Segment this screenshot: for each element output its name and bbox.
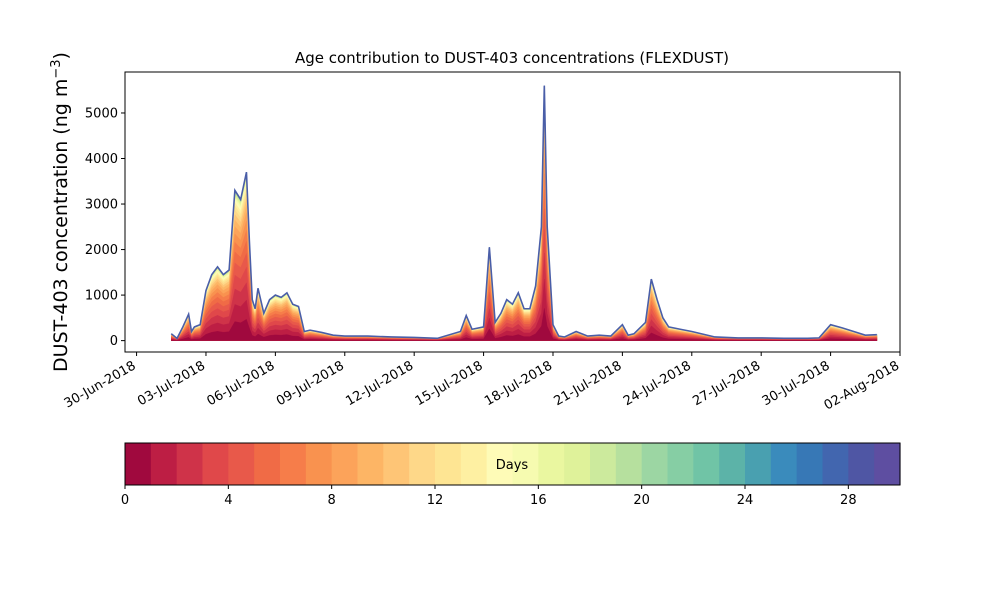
colorbar-cell — [486, 443, 514, 485]
colorbar-cell — [745, 443, 772, 485]
x-tick-label: 03-Jul-2018 — [135, 358, 208, 409]
x-tick-label: 18-Jul-2018 — [482, 358, 555, 409]
colorbar-cell — [460, 443, 488, 485]
y-axis-label-close: ) — [50, 52, 72, 59]
colorbar-cell — [693, 443, 720, 485]
stacked-age-areas — [171, 85, 878, 341]
x-tick-label: 06-Jul-2018 — [205, 358, 278, 409]
colorbar-cell — [590, 443, 617, 485]
colorbar-tick-label: 12 — [427, 493, 444, 508]
colorbar-cell — [254, 443, 281, 485]
colorbar-cell — [564, 443, 591, 485]
x-axis: 30-Jun-201803-Jul-201806-Jul-201809-Jul-… — [62, 352, 902, 414]
y-tick-label: 0 — [110, 334, 118, 349]
colorbar-cell — [874, 443, 901, 485]
y-axis: 0 1000 2000 3000 4000 5000 — [85, 106, 125, 349]
colorbar-cell — [822, 443, 849, 485]
x-tick-label: 15-Jul-2018 — [413, 358, 486, 409]
y-tick-label: 1000 — [85, 289, 118, 304]
y-tick-label: 4000 — [85, 152, 118, 167]
colorbar-tick-label: 0 — [121, 493, 129, 508]
x-tick-label: 27-Jul-2018 — [690, 358, 763, 409]
colorbar-tick-label: 4 — [224, 493, 232, 508]
y-axis-label-text: DUST-403 concentration (ng m — [50, 79, 72, 372]
colorbar-frame — [124, 442, 901, 486]
colorbar: Days 0 4 8 12 16 20 24 28 — [121, 442, 901, 508]
y-axis-label-exponent: −3 — [49, 59, 64, 78]
colorbar-cell — [848, 443, 875, 485]
y-axis-label: DUST-403 concentration (ng m−3) — [49, 52, 73, 372]
colorbar-ticks: 0 4 8 12 16 20 24 28 — [121, 485, 857, 508]
colorbar-tick-label: 16 — [530, 493, 547, 508]
x-tick-label: 21-Jul-2018 — [552, 358, 625, 409]
total-concentration-line — [170, 85, 877, 340]
colorbar-tick-label: 28 — [840, 493, 857, 508]
age-band-0-1-days — [171, 308, 878, 341]
colorbar-tick-label: 8 — [328, 493, 336, 508]
colorbar-cell — [538, 443, 565, 485]
y-tick-label: 3000 — [85, 198, 118, 213]
colorbar-cell — [357, 443, 384, 485]
colorbar-cell — [409, 443, 436, 485]
x-tick-label: 09-Jul-2018 — [274, 358, 347, 409]
colorbar-cell — [435, 443, 462, 485]
plot-frame — [124, 71, 901, 353]
colorbar-cell — [719, 443, 746, 485]
colorbar-cell — [615, 443, 643, 485]
colorbar-cell — [667, 443, 694, 485]
x-tick-label: 30-Jun-2018 — [62, 358, 139, 411]
y-tick-label: 5000 — [85, 106, 118, 121]
colorbar-cell — [796, 443, 824, 485]
colorbar-cell — [331, 443, 359, 485]
colorbar-cell — [770, 443, 798, 485]
colorbar-cell — [150, 443, 178, 485]
chart-title: Age contribution to DUST-403 concentrati… — [295, 49, 729, 67]
colorbar-cell — [641, 443, 669, 485]
colorbar-cell — [228, 443, 255, 485]
colorbar-tick-label: 20 — [633, 493, 650, 508]
x-tick-label: 02-Aug-2018 — [822, 358, 902, 413]
colorbar-cell — [176, 443, 204, 485]
x-tick-label: 24-Jul-2018 — [621, 358, 694, 409]
colorbar-tick-label: 24 — [737, 493, 754, 508]
colorbar-cell — [383, 443, 410, 485]
colorbar-cell — [280, 443, 307, 485]
plot-area — [124, 71, 901, 353]
colorbar-cell — [125, 443, 152, 485]
colorbar-cell — [512, 443, 539, 485]
colorbar-cell — [305, 443, 333, 485]
y-tick-label: 2000 — [85, 243, 118, 258]
colorbar-label: Days — [496, 458, 529, 473]
colorbar-cells — [125, 443, 901, 485]
x-tick-label: 12-Jul-2018 — [343, 358, 416, 409]
colorbar-cell — [202, 443, 229, 485]
